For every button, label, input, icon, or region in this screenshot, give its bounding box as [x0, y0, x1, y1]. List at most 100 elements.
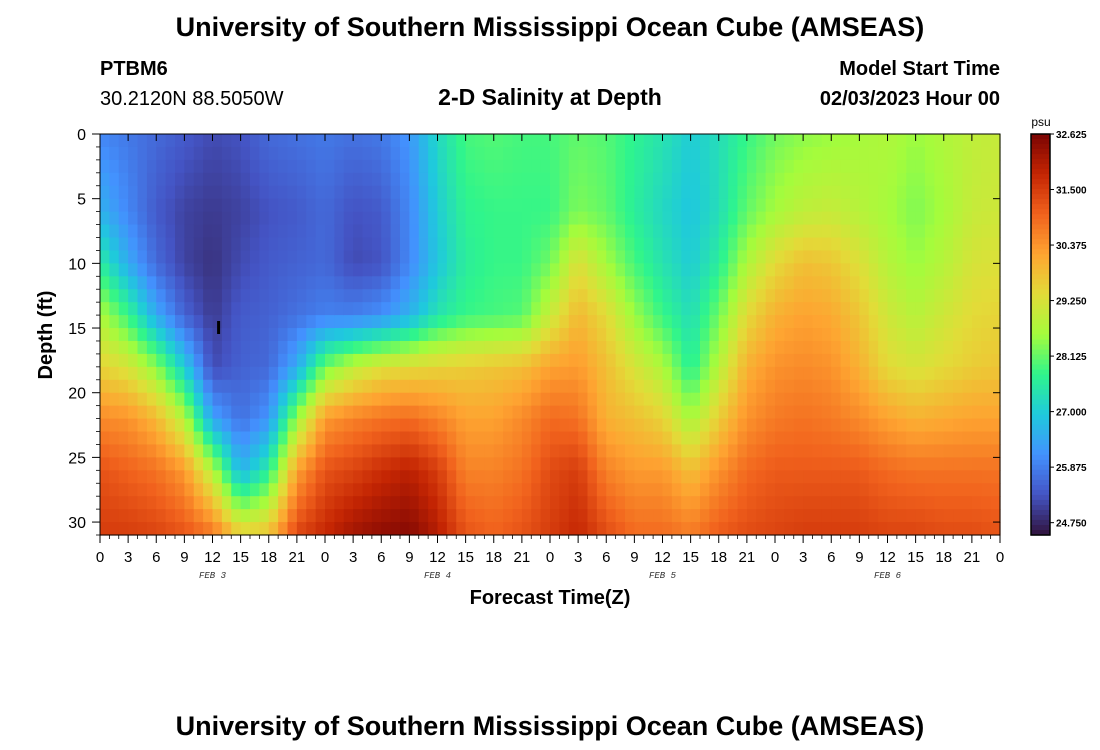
- heatmap-cell: [746, 379, 757, 394]
- heatmap-cell: [615, 483, 626, 497]
- heatmap-cell: [859, 250, 870, 264]
- heatmap-cell: [184, 289, 195, 303]
- heatmap-cell: [193, 405, 204, 420]
- heatmap-cell: [109, 211, 120, 226]
- heatmap-cell: [859, 211, 870, 226]
- heatmap-cell: [231, 392, 242, 407]
- heatmap-cell: [559, 146, 570, 161]
- heatmap-cell: [456, 185, 467, 200]
- heatmap-cell: [915, 146, 926, 161]
- heatmap-cell: [878, 328, 889, 342]
- heatmap-cell: [362, 159, 373, 174]
- heatmap-cell: [850, 496, 860, 510]
- heatmap-cell: [671, 276, 682, 290]
- heatmap-cell: [718, 340, 729, 355]
- heatmap-cell: [240, 431, 251, 446]
- heatmap-cell: [615, 224, 626, 239]
- heatmap-cell: [878, 276, 889, 290]
- heatmap-cell: [746, 328, 757, 342]
- heatmap-cell: [446, 418, 457, 433]
- heatmap-cell: [953, 405, 964, 420]
- heatmap-cell: [521, 496, 532, 510]
- heatmap-cell: [700, 172, 710, 187]
- heatmap-cell: [700, 444, 710, 458]
- heatmap-cell: [812, 418, 823, 433]
- heatmap-cell: [390, 496, 401, 510]
- heatmap-cell: [240, 250, 251, 264]
- heatmap-cell: [334, 353, 345, 368]
- heatmap-cell: [409, 172, 420, 187]
- heatmap-cell: [325, 470, 335, 484]
- heatmap-cell: [418, 470, 429, 484]
- colorbar-segment: [1031, 204, 1050, 210]
- heatmap-cell: [287, 185, 298, 200]
- heatmap-cell: [240, 315, 251, 329]
- heatmap-cell: [343, 405, 354, 420]
- heatmap-cell: [428, 444, 439, 458]
- heatmap-cell: [353, 392, 364, 407]
- heatmap-cell: [400, 172, 410, 187]
- heatmap-cell: [775, 470, 785, 484]
- heatmap-cell: [409, 134, 420, 148]
- heatmap-cell: [259, 289, 270, 303]
- heatmap-cell: [681, 444, 692, 458]
- heatmap-cell: [559, 198, 570, 213]
- heatmap-cell: [381, 418, 392, 433]
- heatmap-cell: [690, 353, 701, 368]
- heatmap-cell: [221, 185, 232, 200]
- heatmap-cell: [943, 315, 954, 329]
- heatmap-cell: [840, 496, 851, 510]
- heatmap-cell: [990, 211, 1001, 226]
- heatmap-cell: [775, 496, 785, 510]
- heatmap-cell: [428, 185, 439, 200]
- heatmap-cell: [334, 483, 345, 497]
- y-tick-label: 10: [68, 256, 86, 273]
- heatmap-cell: [428, 522, 439, 536]
- heatmap-cell: [250, 224, 260, 239]
- heatmap-cell: [953, 224, 964, 239]
- heatmap-cell: [437, 340, 448, 355]
- heatmap-cell: [381, 224, 392, 239]
- heatmap-cell: [896, 522, 907, 536]
- heatmap-cell: [643, 302, 654, 316]
- heatmap-cell: [671, 496, 682, 510]
- y-tick-label: 30: [68, 515, 86, 532]
- heatmap-cell: [484, 263, 495, 277]
- heatmap-cell: [971, 457, 982, 471]
- heatmap-cell: [953, 496, 964, 510]
- heatmap-cell: [840, 509, 851, 523]
- heatmap-cell: [484, 315, 495, 329]
- heatmap-cell: [578, 211, 589, 226]
- heatmap-cell: [390, 146, 401, 161]
- heatmap-cell: [943, 198, 954, 213]
- heatmap-cell: [962, 392, 973, 407]
- heatmap-cell: [803, 340, 814, 355]
- heatmap-cell: [118, 289, 129, 303]
- heatmap-cell: [634, 289, 645, 303]
- heatmap-cell: [981, 366, 992, 381]
- heatmap-cell: [437, 328, 448, 342]
- heatmap-cell: [475, 250, 485, 264]
- heatmap-cell: [146, 431, 157, 446]
- heatmap-cell: [681, 302, 692, 316]
- heatmap-cell: [512, 289, 523, 303]
- heatmap-cell: [578, 483, 589, 497]
- heatmap-cell: [821, 340, 832, 355]
- heatmap-cell: [850, 328, 860, 342]
- heatmap-cell: [850, 340, 860, 355]
- heatmap-cell: [662, 134, 673, 148]
- heatmap-cell: [625, 224, 635, 239]
- heatmap-cell: [259, 353, 270, 368]
- heatmap-cell: [287, 276, 298, 290]
- heatmap-cell: [531, 444, 542, 458]
- heatmap-cell: [831, 263, 842, 277]
- heatmap-cell: [587, 392, 598, 407]
- heatmap-cell: [990, 146, 1001, 161]
- heatmap-cell: [493, 198, 504, 213]
- heatmap-cell: [306, 146, 317, 161]
- heatmap-cell: [334, 237, 345, 252]
- heatmap-cell: [146, 444, 157, 458]
- heatmap-cell: [465, 159, 476, 174]
- heatmap-cell: [475, 418, 485, 433]
